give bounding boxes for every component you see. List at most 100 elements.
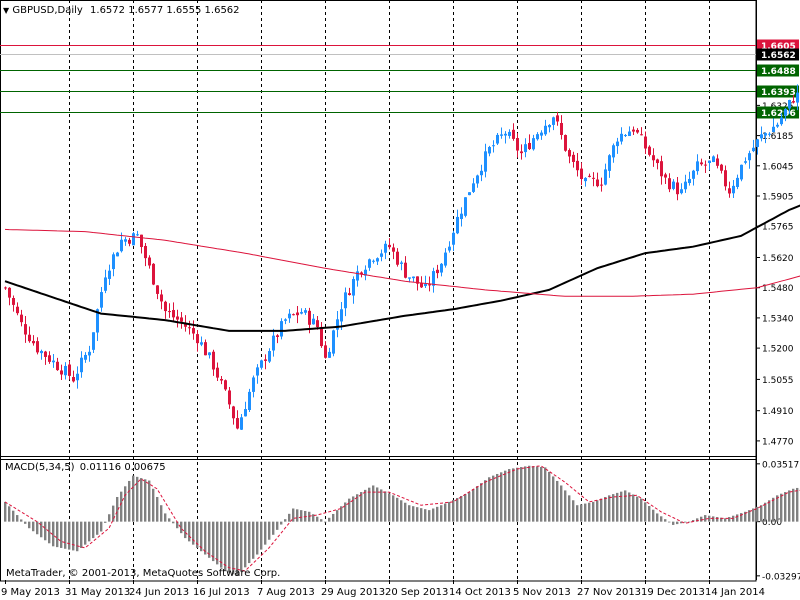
- candle-body: [508, 131, 511, 136]
- macd-bar: [164, 513, 167, 522]
- macd-bar: [372, 485, 375, 522]
- macd-bar: [392, 495, 395, 522]
- candle-body: [144, 245, 147, 259]
- macd-bar: [216, 521, 219, 565]
- candle-body: [608, 155, 611, 171]
- candle-body: [416, 276, 419, 284]
- macd-bar: [148, 480, 151, 522]
- macd-bar: [292, 508, 295, 522]
- candle-body: [180, 317, 183, 322]
- candle-body: [196, 334, 199, 344]
- candle-body: [176, 316, 179, 320]
- candle-body: [40, 350, 43, 354]
- candle-body: [216, 367, 219, 378]
- macd-bar: [536, 466, 539, 522]
- candle-body: [780, 117, 783, 125]
- candle-body: [744, 161, 747, 163]
- candle-body: [348, 293, 351, 296]
- candle-body: [472, 183, 475, 192]
- candle-body: [696, 161, 699, 172]
- macd-bar: [508, 469, 511, 522]
- candle-body: [420, 282, 423, 288]
- candlesticks: [4, 84, 799, 430]
- candle-body: [360, 272, 363, 275]
- macd-bar: [756, 506, 759, 522]
- macd-bar: [544, 467, 547, 522]
- candle-body: [208, 352, 211, 356]
- candle-body: [384, 243, 387, 253]
- candle-body: [440, 263, 443, 273]
- macd-bar: [12, 510, 15, 522]
- candle-body: [304, 310, 307, 313]
- candle-body: [616, 141, 619, 147]
- price-axis: 1.64881.63251.61851.60451.59051.57651.56…: [756, 67, 794, 447]
- macd-bar: [220, 521, 223, 568]
- candle-body: [244, 409, 247, 417]
- macd-bar: [356, 494, 359, 522]
- x-tick-label: 14 Jan 2014: [705, 587, 765, 598]
- candle-body: [388, 244, 391, 248]
- macd-bar: [108, 514, 111, 522]
- macd-bar: [704, 515, 707, 522]
- triangle-down-icon[interactable]: ▼: [3, 6, 10, 15]
- candle-body: [172, 310, 175, 318]
- macd-bar: [240, 521, 243, 572]
- macd-bar: [500, 472, 503, 522]
- macd-tick-label: 0.03517: [762, 460, 799, 470]
- candle-body: [80, 357, 83, 373]
- macd-bar: [140, 478, 143, 522]
- macd-bar: [400, 500, 403, 522]
- macd-bar: [784, 492, 787, 522]
- ohlc-values: 1.6572 1.6577 1.6555 1.6562: [90, 5, 240, 16]
- macd-bar: [88, 521, 91, 542]
- level-line-label: 1.6296: [761, 109, 796, 119]
- candle-body: [148, 257, 151, 266]
- macd-bar: [604, 496, 607, 522]
- candle-body: [668, 178, 671, 190]
- price-tick-label: 1.4770: [762, 437, 794, 447]
- level-line-label: 1.6605: [761, 42, 796, 52]
- candle-body: [516, 138, 519, 151]
- candle-body: [528, 142, 531, 150]
- price-tick-label: 1.5340: [762, 314, 794, 324]
- current-price-label: 1.6562: [761, 51, 796, 61]
- macd-bar: [632, 494, 635, 522]
- candle-body: [260, 360, 263, 368]
- level-line-tag: [757, 106, 799, 119]
- x-tick-label: 7 Aug 2013: [257, 587, 315, 598]
- candle-body: [28, 334, 31, 342]
- macd-bar: [636, 496, 639, 522]
- moving-average-slow: [4, 228, 800, 297]
- candle-body: [240, 417, 243, 430]
- candle-body: [592, 177, 595, 179]
- macd-bar: [124, 486, 127, 522]
- macd-bar: [276, 521, 279, 530]
- macd-bar: [344, 502, 347, 522]
- macd-bar: [656, 513, 659, 522]
- candle-body: [96, 309, 99, 333]
- macd-bar: [560, 485, 563, 522]
- macd-bar: [60, 521, 63, 548]
- macd-bar: [428, 510, 431, 522]
- candle-body: [64, 365, 67, 376]
- x-tick-label: 16 Jul 2013: [193, 587, 250, 598]
- candle-body: [320, 326, 323, 347]
- candle-body: [756, 139, 759, 147]
- candle-body: [652, 155, 655, 161]
- macd-bar: [264, 521, 267, 545]
- x-tick-label: 24 Jun 2013: [129, 587, 189, 598]
- candle-body: [356, 271, 359, 281]
- candle-body: [340, 309, 343, 322]
- candle-body: [476, 175, 479, 184]
- candle-body: [500, 134, 503, 136]
- macd-bar: [532, 466, 535, 522]
- macd-bar: [196, 521, 199, 548]
- macd-bar: [512, 468, 515, 522]
- macd-bar: [712, 516, 715, 522]
- macd-bar: [300, 510, 303, 522]
- candle-body: [396, 251, 399, 265]
- candle-body: [452, 232, 455, 245]
- candle-body: [760, 134, 763, 139]
